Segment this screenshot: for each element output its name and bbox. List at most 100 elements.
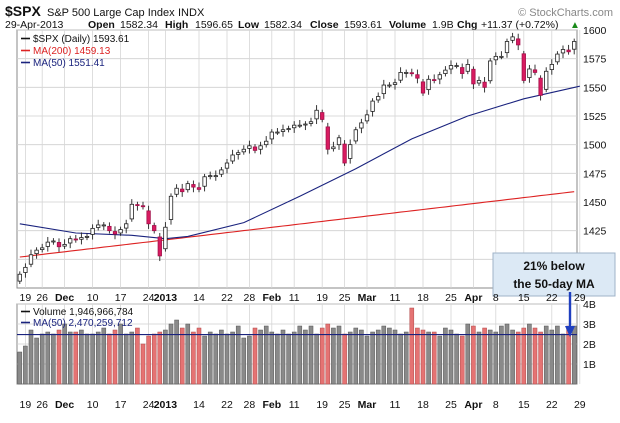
volume-bar-down — [179, 327, 185, 385]
volume-bar-down — [146, 335, 151, 385]
candle-down — [460, 67, 465, 74]
volume-bar-up — [67, 331, 73, 385]
volume-bar-up — [28, 329, 34, 385]
volume-bar-up — [286, 333, 291, 385]
volume-bar-up — [387, 327, 392, 385]
volume-label: Volume — [389, 19, 426, 31]
volume-bar-down — [471, 325, 476, 385]
candle-up — [314, 109, 319, 120]
date-tick-label-bottom: 24 — [143, 399, 155, 411]
ma200-line — [19, 191, 575, 258]
volume-tick-label: 3B — [583, 319, 596, 331]
candle-down — [146, 210, 151, 225]
volume-bar-up — [465, 323, 471, 385]
volume-bar-up — [437, 335, 443, 385]
volume-bar-down — [135, 327, 140, 385]
index-name: S&P 500 Large Cap Index — [47, 7, 175, 19]
volume-bar-up — [45, 331, 51, 385]
date-tick-label-bottom: 17 — [115, 399, 127, 411]
date-tick-label: 24 — [143, 292, 155, 304]
volume-bar-up — [235, 325, 241, 385]
candle-up — [17, 273, 22, 282]
date-tick-label: 18 — [417, 292, 429, 304]
volume-bar-up — [185, 323, 191, 385]
candle-down — [107, 225, 112, 232]
candle-up — [426, 78, 431, 91]
candle-up — [129, 203, 134, 220]
date-tick-label: 22 — [546, 292, 558, 304]
candle-up — [465, 64, 470, 72]
date-tick-label: Mar — [358, 292, 377, 304]
candle-down — [320, 112, 325, 120]
date-tick-label-bottom: 10 — [87, 399, 99, 411]
volume-bar-up — [370, 331, 375, 385]
candle-down — [112, 231, 118, 235]
volume-bar-down — [415, 327, 420, 385]
volume-bar-down — [73, 331, 79, 385]
candle-up — [555, 53, 560, 63]
volume-bar-up — [555, 325, 560, 385]
candle-down — [471, 68, 476, 85]
candle-up — [96, 224, 101, 228]
price-panel — [16, 29, 578, 289]
candle-down — [180, 188, 185, 193]
volume-bar-up — [163, 329, 168, 385]
date-tick-label-bottom: 11 — [390, 399, 401, 411]
date-tick-label-bottom: 2013 — [154, 399, 178, 411]
volume-bar-up — [230, 331, 235, 385]
date-tick-label: 29 — [574, 292, 586, 304]
candle-up — [79, 237, 84, 240]
volume-bar-down — [459, 335, 465, 385]
volume-bar-up — [280, 329, 286, 385]
volume-bar-up — [347, 331, 353, 385]
candle-down — [325, 126, 330, 150]
date-tick-label-bottom: 8 — [493, 399, 499, 411]
candle-up — [527, 68, 532, 78]
volume-bar-up — [101, 327, 107, 385]
chg-label: Chg — [457, 19, 477, 31]
volume-bar-up — [62, 323, 67, 385]
exchange-label: INDX — [178, 7, 205, 19]
candle-down — [73, 238, 78, 241]
candle-up — [62, 244, 67, 247]
date-tick-label-bottom: 22 — [546, 399, 558, 411]
date-tick-label: 28 — [244, 292, 256, 304]
candle-up — [286, 128, 291, 131]
volume-bar-up — [454, 333, 459, 385]
volume-bar-up — [219, 329, 224, 385]
date-tick-label: 10 — [87, 292, 99, 304]
volume-bar-up — [241, 337, 247, 385]
candle-up — [275, 131, 280, 134]
candle-up — [202, 176, 207, 187]
volume-bar-down — [521, 327, 527, 385]
candle-down — [566, 49, 571, 53]
candle-down — [516, 38, 521, 46]
date-tick-label-bottom: 18 — [417, 399, 429, 411]
date-tick-label: Feb — [262, 292, 281, 304]
close-value: 1593.61 — [344, 19, 382, 31]
candle-up — [303, 123, 308, 126]
date-tick-label-bottom: 25 — [339, 399, 351, 411]
volume-bar-up — [487, 329, 493, 385]
candle-up — [51, 240, 56, 243]
candle-down — [538, 77, 543, 96]
candle-up — [376, 96, 381, 101]
quote-date: 29-Apr-2013 — [5, 19, 64, 31]
volume-bar-up — [331, 327, 336, 385]
candle-up — [208, 175, 213, 178]
date-tick-label-bottom: 14 — [193, 399, 205, 411]
candle-up — [292, 124, 297, 129]
annotation-line-1: 21% below — [523, 259, 585, 273]
candle-up — [437, 74, 442, 80]
volume-bar-down — [538, 331, 543, 385]
volume-bar-up — [297, 325, 303, 385]
candle-up — [387, 84, 392, 87]
volume-bar-down — [191, 331, 196, 385]
volume-bar-up — [353, 327, 359, 385]
candle-up — [476, 80, 482, 84]
candle-down — [482, 81, 487, 88]
candle-up — [308, 121, 314, 124]
date-tick-label: 11 — [289, 292, 300, 304]
volume-bar-down — [107, 333, 112, 385]
